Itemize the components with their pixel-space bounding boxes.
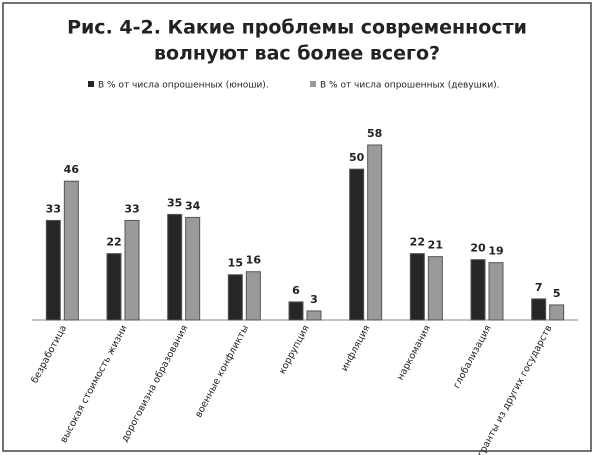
value-label: 35 [167, 196, 182, 209]
bar [45, 219, 61, 321]
value-label: 22 [410, 236, 425, 249]
value-label: 21 [428, 239, 443, 252]
bar [549, 304, 565, 321]
bar [349, 168, 365, 321]
bar [124, 219, 140, 321]
legend-swatch [310, 81, 316, 87]
value-label: 58 [367, 127, 382, 140]
value-label: 34 [185, 199, 201, 212]
legend-swatch [88, 81, 94, 87]
bar [185, 216, 201, 321]
bar [227, 274, 243, 321]
value-label: 50 [349, 151, 365, 164]
value-label: 16 [246, 254, 262, 267]
bar [427, 256, 443, 321]
value-label: 6 [292, 284, 300, 297]
value-label: 33 [46, 202, 61, 215]
bar [245, 271, 261, 321]
bar [531, 298, 547, 321]
chart-title: Рис. 4-2. Какие проблемы современности [67, 17, 527, 39]
bar [409, 253, 425, 321]
value-label: 22 [106, 236, 121, 249]
chart-title: волнуют вас более всего? [154, 43, 440, 65]
value-label: 7 [535, 281, 543, 294]
legend-label: В % от числа опрошенных (юноши). [98, 81, 269, 91]
value-label: 33 [124, 202, 139, 215]
bar [106, 253, 122, 321]
value-label: 3 [310, 293, 318, 306]
bar [288, 301, 304, 321]
value-label: 20 [470, 242, 486, 255]
bar [488, 262, 504, 321]
bar [63, 180, 79, 321]
value-label: 15 [228, 257, 243, 270]
bar [167, 213, 183, 321]
value-label: 46 [64, 163, 80, 176]
legend-label: В % от числа опрошенных (девушки). [320, 81, 500, 91]
bar [367, 144, 383, 321]
value-label: 19 [488, 245, 503, 258]
bar [470, 259, 486, 321]
value-label: 5 [553, 287, 561, 300]
bar [306, 310, 322, 321]
